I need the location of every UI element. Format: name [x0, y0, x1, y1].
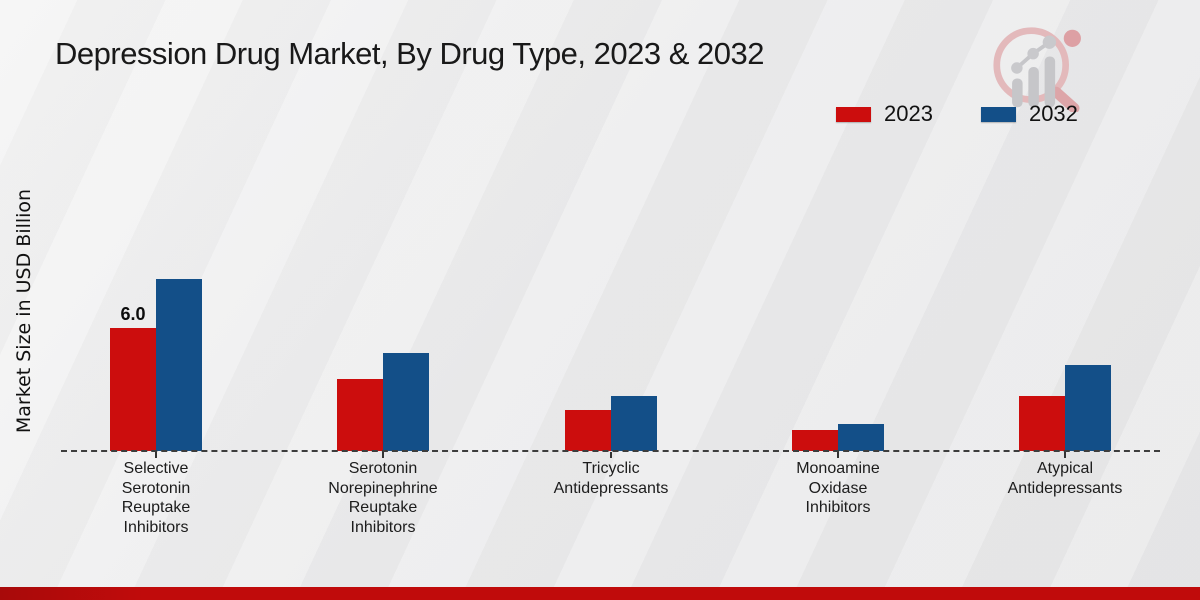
bar-2023 [792, 430, 838, 451]
bar-2032 [383, 353, 429, 451]
category-label: Selective Serotonin Reuptake Inhibitors [121, 460, 191, 536]
category-label: Atypical Antidepressants [1007, 460, 1123, 497]
bar-2023 [1019, 396, 1065, 451]
category-label: Tricyclic Antidepressants [553, 460, 669, 497]
legend-swatch-2023 [836, 106, 871, 122]
category-label: Serotonin Norepinephrine Reuptake Inhibi… [328, 460, 438, 536]
bar-2032 [156, 279, 202, 451]
axis-tick [1064, 452, 1066, 458]
magnifier-bar-chart-logo-icon [993, 27, 1081, 112]
bar-2032 [1065, 365, 1111, 451]
axis-tick [610, 452, 612, 458]
axis-tick [837, 452, 839, 458]
axis-tick [155, 452, 157, 458]
bar-2023 [337, 379, 383, 451]
bar-2032 [838, 424, 884, 451]
category-label: Monoamine Oxidase Inhibitors [796, 460, 880, 516]
bar-2023 [565, 410, 611, 451]
legend-item-2032: 2032 [980, 101, 1078, 127]
legend-swatch-2032 [980, 106, 1016, 122]
bar-2023 [110, 328, 156, 451]
bar-value-label: 6.0 [120, 304, 146, 324]
bottom-accent-bar [0, 587, 1200, 600]
chart-title: Depression Drug Market, By Drug Type, 20… [55, 36, 764, 71]
bar-2032 [611, 396, 657, 451]
legend-label-2023: 2023 [884, 101, 933, 126]
legend-item-2023: 2023 [836, 101, 933, 127]
legend: 2023 2032 [836, 101, 1078, 127]
legend-label-2032: 2032 [1028, 101, 1078, 126]
axis-tick [382, 452, 384, 458]
x-axis-baseline [61, 450, 1160, 452]
